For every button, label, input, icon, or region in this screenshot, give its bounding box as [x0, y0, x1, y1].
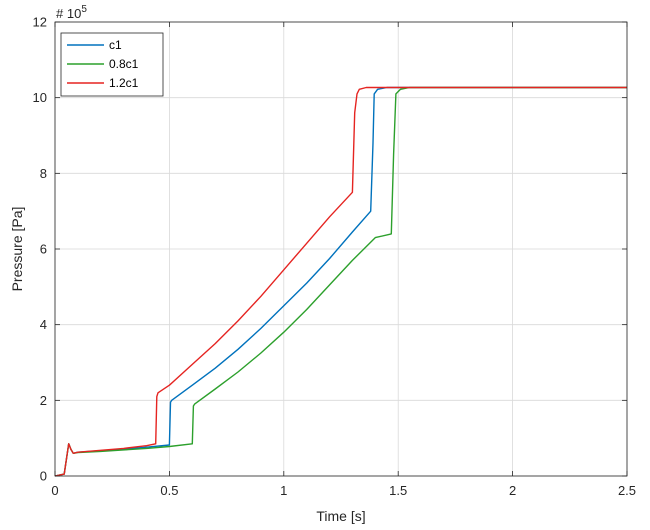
y-tick-label: 10	[33, 90, 47, 105]
legend-label-c1: c1	[109, 38, 122, 52]
x-tick-label: 0.5	[160, 483, 178, 498]
x-tick-label: 0	[51, 483, 58, 498]
x-tick-label: 1.5	[389, 483, 407, 498]
y-tick-label: 2	[40, 393, 47, 408]
axis-ticks: 0 0.5 1 1.5 2 2.5 0 2 4 6 8 10 12	[33, 15, 637, 499]
y-tick-label: 4	[40, 317, 47, 332]
x-tick-label: 2	[509, 483, 516, 498]
y-tick-label: 0	[40, 469, 47, 484]
y-axis-exponent: # 105	[56, 4, 87, 21]
x-axis-label: Time [s]	[316, 508, 365, 524]
y-tick-label: 8	[40, 166, 47, 181]
y-axis-exponent-base: # 10	[56, 6, 81, 21]
x-tick-label: 1	[280, 483, 287, 498]
legend-label-1.2c1: 1.2c1	[109, 76, 139, 90]
series-line-1.2c1	[54, 86, 627, 477]
legend-label-0.8c1: 0.8c1	[109, 57, 139, 71]
y-tick-label: 12	[33, 15, 47, 30]
series-layer	[54, 86, 627, 477]
x-tick-label: 2.5	[618, 483, 636, 498]
grid-lines	[54, 21, 628, 477]
legend: c1 0.8c1 1.2c1	[60, 32, 164, 97]
y-tick-label: 6	[40, 242, 47, 257]
y-axis-label: Pressure [Pa]	[9, 207, 25, 292]
y-axis-exponent-power: 5	[81, 4, 87, 15]
